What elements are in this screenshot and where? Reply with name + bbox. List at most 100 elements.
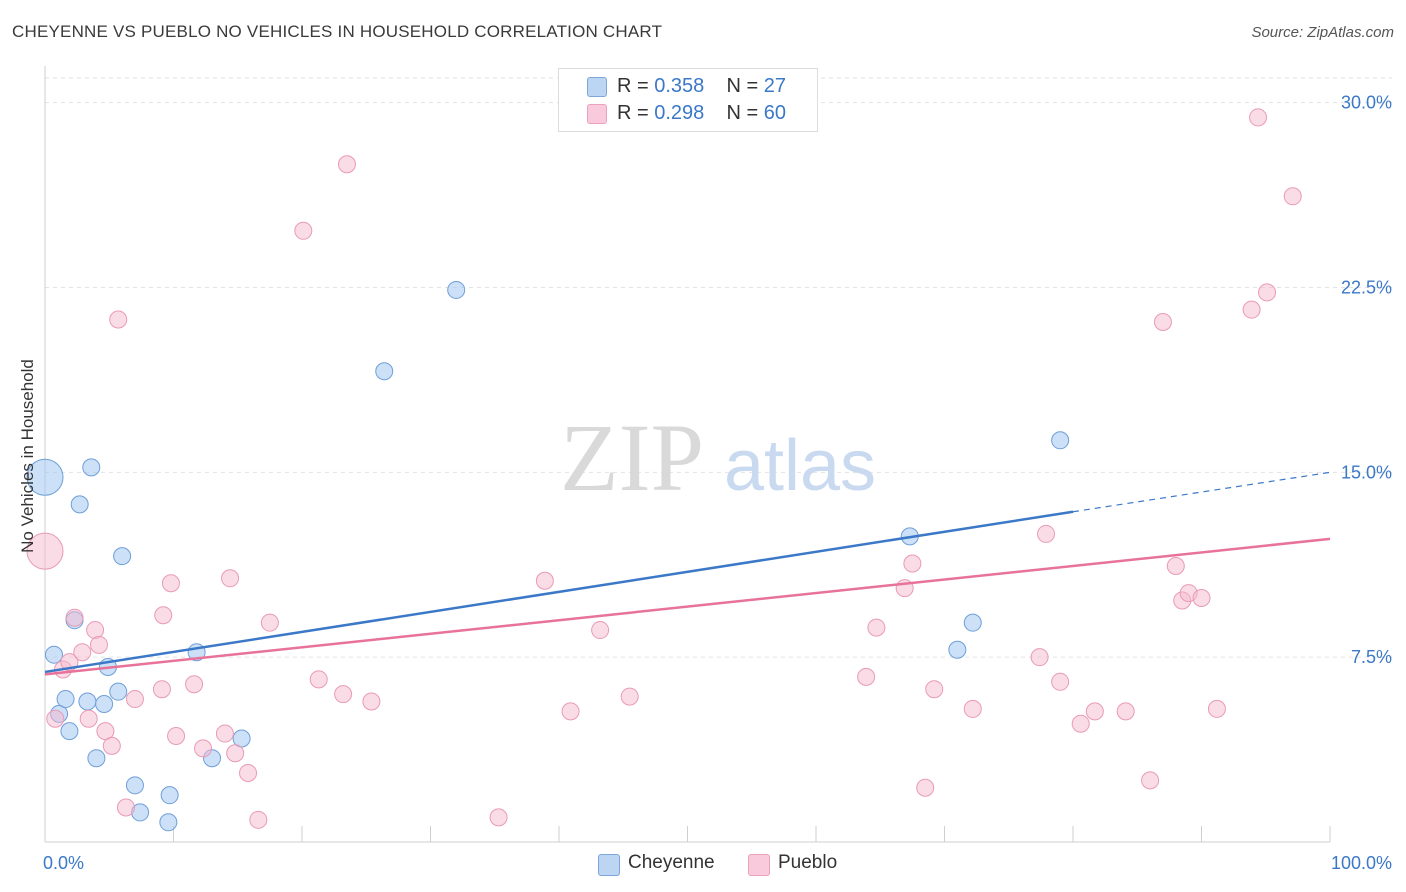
pueblo-point [294, 221, 313, 240]
pueblo-point [903, 554, 922, 573]
pueblo-point [963, 699, 982, 718]
cheyenne-point [963, 613, 982, 632]
cheyenne-point [109, 682, 128, 701]
cheyenne-point [375, 362, 394, 381]
pueblo-point [489, 808, 508, 827]
legend-cheyenne-r-value: 0.358 [654, 75, 705, 97]
watermark-zip: ZIP [560, 404, 704, 511]
y-tick-label: 7.5% [1351, 647, 1392, 667]
pueblo-point [1116, 702, 1135, 721]
bottom-cheyenne-label: Cheyenne [628, 852, 715, 873]
cheyenne-point [95, 694, 114, 713]
pueblo-point [916, 778, 935, 797]
y-tick-label: 22.5% [1341, 277, 1392, 297]
pueblo-point [1071, 714, 1090, 733]
pueblo-point [154, 606, 173, 625]
pueblo-point [309, 670, 328, 689]
chart-title: CHEYENNE VS PUEBLO NO VEHICLES IN HOUSEH… [12, 22, 663, 41]
axes [44, 66, 1331, 843]
pueblo-point [65, 608, 84, 627]
pueblo-point [152, 680, 171, 699]
legend-cheyenne-r-label: R = [617, 75, 655, 97]
cheyenne-point [78, 692, 97, 711]
cheyenne-trend-extension [1072, 471, 1331, 513]
cheyenne-point [125, 776, 144, 795]
correlation-legend: R = 0.358 N = 27 R = 0.298 N = 60 [558, 68, 818, 132]
pueblo-swatch [587, 104, 607, 124]
cheyenne-point [82, 458, 101, 477]
bottom-cheyenne-swatch [598, 854, 620, 876]
y-tick-label: 15.0% [1341, 462, 1392, 482]
pueblo-point [362, 692, 381, 711]
cheyenne-point [87, 749, 106, 768]
x-tick-label-min: 0.0% [43, 853, 84, 873]
tick-labels: 7.5% 15.0% 22.5% 30.0% 0.0% 100.0% [43, 93, 1392, 873]
pueblo-point [1192, 589, 1211, 608]
bottom-pueblo-label: Pueblo [778, 852, 838, 873]
pueblo-point [161, 574, 180, 593]
pueblo-point [1153, 312, 1172, 331]
pueblo-point [1051, 672, 1070, 691]
pueblo-point [1249, 108, 1268, 127]
data-points [26, 108, 1302, 832]
legend-cheyenne-n-label: N = [726, 75, 764, 97]
pueblo-point [620, 687, 639, 706]
pueblo-point [102, 736, 121, 755]
pueblo-point [89, 635, 108, 654]
pueblo-point [116, 798, 135, 817]
cheyenne-trend-line [44, 510, 1074, 674]
pueblo-point [867, 618, 886, 637]
gridlines [45, 77, 1392, 658]
pueblo-point [1141, 771, 1160, 790]
pueblo-point [185, 675, 204, 694]
pueblo-point [239, 763, 258, 782]
pueblo-point [86, 621, 105, 640]
pueblo-point [535, 571, 554, 590]
watermark: ZIP atlas [560, 404, 876, 511]
pueblo-point [1030, 648, 1049, 667]
pueblo-point [46, 709, 65, 728]
bottom-pueblo-swatch [748, 854, 770, 876]
cheyenne-point [113, 547, 132, 566]
pueblo-point [249, 810, 268, 829]
pueblo-point [1258, 283, 1277, 302]
y-axis-label: No Vehicles in Household [18, 359, 37, 553]
legend-pueblo-r-value: 0.298 [654, 102, 705, 124]
y-tick-label: 30.0% [1341, 93, 1392, 113]
pueblo-point [26, 532, 64, 570]
pueblo-point [337, 155, 356, 174]
cheyenne-point [159, 813, 178, 832]
cheyenne-point [948, 640, 967, 659]
trend-lines [44, 471, 1331, 676]
cheyenne-point [70, 495, 89, 514]
cheyenne-point [56, 690, 75, 709]
cheyenne-point [160, 786, 179, 805]
pueblo-point [925, 680, 944, 699]
pueblo-point [1166, 556, 1185, 575]
cheyenne-point [1051, 431, 1070, 450]
pueblo-point [260, 613, 279, 632]
pueblo-point [73, 643, 92, 662]
pueblo-trend-line [44, 537, 1331, 676]
cheyenne-point [447, 280, 466, 299]
pueblo-point [1242, 300, 1261, 319]
pueblo-point [194, 739, 213, 758]
pueblo-point [79, 709, 98, 728]
pueblo-point [334, 685, 353, 704]
legend-pueblo-r-label: R = [617, 102, 655, 124]
cheyenne-point [44, 645, 63, 664]
cheyenne-swatch [587, 77, 607, 97]
x-tick-label-max: 100.0% [1331, 853, 1392, 873]
legend-pueblo-n-value: 60 [763, 102, 787, 124]
pueblo-point [591, 621, 610, 640]
cheyenne-point [26, 458, 64, 496]
pueblo-point [1085, 702, 1104, 721]
pueblo-point [1207, 699, 1226, 718]
pueblo-point [1037, 524, 1056, 543]
pueblo-point [125, 690, 144, 709]
pueblo-point [561, 702, 580, 721]
pueblo-point [1283, 187, 1302, 206]
source-label: Source: ZipAtlas.com [1251, 24, 1394, 41]
pueblo-point [857, 667, 876, 686]
